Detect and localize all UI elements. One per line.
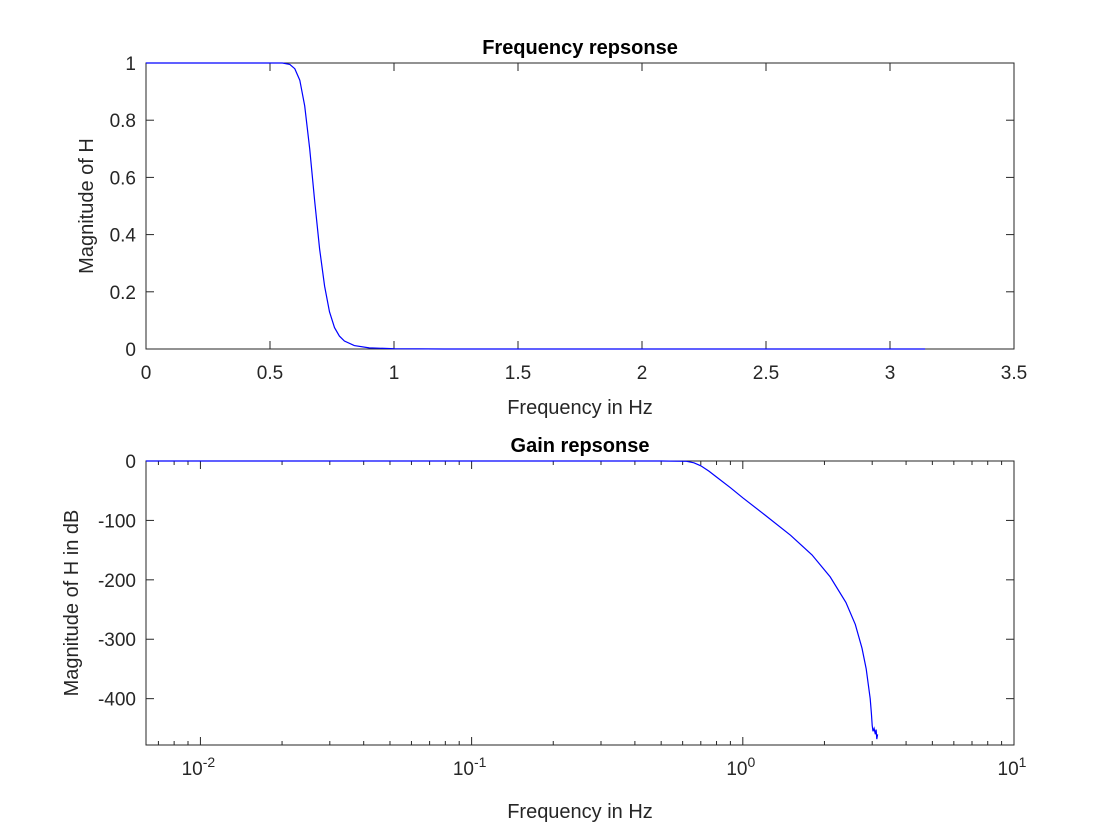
frequency-response-y-tick-label: 0.8 <box>110 111 136 132</box>
gain-response-x-tick-label: 100 <box>726 754 755 780</box>
gain-response-y-tick-label: -400 <box>98 690 136 711</box>
gain-response-x-tick-exponent: 0 <box>747 754 755 770</box>
frequency-response-x-tick-label: 2.5 <box>753 363 779 384</box>
frequency-response-line <box>146 62 926 350</box>
gain-response-y-tick-label: 0 <box>125 452 136 473</box>
frequency-response-title: Frequency repsonse <box>482 37 678 59</box>
frequency-response-y-tick-label: 0.2 <box>110 283 136 304</box>
gain-response-y-tick-label: -300 <box>98 630 136 651</box>
gain-response-x-ticks: 10-2 10-1 100 101 <box>157 461 1027 780</box>
frequency-response-y-tick-label: 1 <box>125 54 136 75</box>
frequency-response-x-tick-label: 3.5 <box>1001 363 1027 384</box>
frequency-response-y-tick-label: 0.4 <box>110 226 137 247</box>
gain-response-x-tick-exponent: 1 <box>1019 754 1027 770</box>
frequency-response-x-tick-label: 0.5 <box>257 363 283 384</box>
gain-response-x-tick-exponent: -2 <box>203 754 216 770</box>
gain-response-x-tick-base: 10 <box>726 759 747 780</box>
frequency-response-x-tick-label: 3 <box>885 363 896 384</box>
frequency-response-x-tick-label: 0 <box>141 363 152 384</box>
frequency-response-x-tick-label: 1.5 <box>505 363 531 384</box>
gain-response-line <box>146 460 879 740</box>
frequency-response-y-label: Magnitude of H <box>76 138 98 274</box>
gain-response-y-tick-label: -100 <box>98 511 136 532</box>
gain-response-x-tick-label: 101 <box>998 754 1027 780</box>
gain-response-axes: Gain repsonse 10-2 10-1 100 101 -400-300-20… <box>61 435 1027 823</box>
gain-response-x-tick-label: 10-2 <box>182 754 216 780</box>
gain-response-x-tick-base: 10 <box>182 759 203 780</box>
gain-response-x-tick-exponent: -1 <box>474 754 487 770</box>
gain-response-y-ticks: -400 -300 -200 -100 0 <box>98 452 1014 711</box>
gain-response-x-tick-base: 10 <box>998 759 1019 780</box>
frequency-response-y-ticks: 0 0.2 0.4 0.6 0.8 1 <box>110 54 1014 361</box>
frequency-response-x-ticks: 0 0.5 1 1.5 2 2.5 3 3.5 <box>141 63 1027 384</box>
gain-response-y-label: Magnitude of H in dB <box>61 510 83 697</box>
gain-response-x-label: Frequency in Hz <box>507 801 653 823</box>
frequency-response-x-label: Frequency in Hz <box>507 397 653 419</box>
frequency-response-x-tick-label: 1 <box>389 363 400 384</box>
frequency-response-axes: Frequency repsonse 0 0.5 1 1.5 2 2.5 3 3.5 0 0.2… <box>76 37 1027 419</box>
gain-response-y-tick-label: -200 <box>98 571 136 592</box>
frequency-response-y-tick-label: 0.6 <box>110 168 136 189</box>
frequency-response-x-tick-label: 2 <box>637 363 648 384</box>
frequency-response-y-tick-label: 0 <box>125 340 136 361</box>
gain-response-title: Gain repsonse <box>511 435 650 457</box>
gain-response-x-tick-label: 10-1 <box>453 754 487 780</box>
gain-response-x-tick-base: 10 <box>453 759 474 780</box>
